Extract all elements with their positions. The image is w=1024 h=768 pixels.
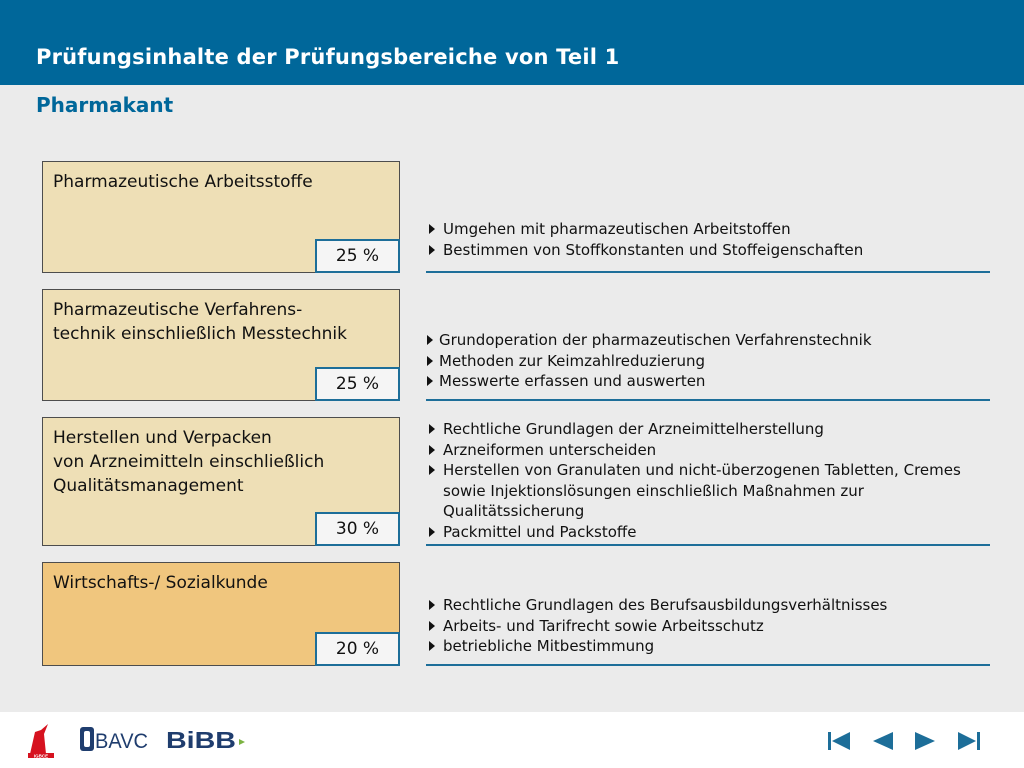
list-item: Rechtliche Grundlagen der Arzneimittelhe… <box>426 419 974 440</box>
list-item: Umgehen mit pharmazeutischen Arbeitstoff… <box>426 219 990 240</box>
bibb-logo-text: BiBB <box>166 727 236 752</box>
list-item: Arbeits- und Tarifrecht sowie Arbeitssch… <box>426 616 990 637</box>
exam-area-3: Herstellen und Verpacken von Arzneimitte… <box>42 417 400 546</box>
first-slide-icon[interactable] <box>828 731 850 751</box>
area-label: Wirtschafts-/ Sozialkunde <box>53 573 268 593</box>
igbce-logo-text: IGBCE <box>34 754 48 759</box>
exam-area-4: Wirtschafts-/ Sozialkunde 20 % <box>42 562 400 666</box>
list-item: Bestimmen von Stoffkonstanten und Stoffe… <box>426 240 990 261</box>
area-4-content-list: Rechtliche Grundlagen des Berufsausbildu… <box>426 595 990 657</box>
list-item: Packmittel und Packstoffe <box>426 522 974 543</box>
bavc-logo-icon: BAVC <box>80 727 148 752</box>
list-item: Herstellen von Granulaten und nicht-über… <box>426 460 974 522</box>
list-item: betriebliche Mitbestimmung <box>426 636 990 657</box>
weight-badge: 20 % <box>315 632 400 666</box>
list-item: Methoden zur Keimzahlreduzierung <box>426 351 990 372</box>
weight-badge: 25 % <box>315 239 400 273</box>
page-title: Prüfungsinhalte der Prüfungsbereiche von… <box>36 45 620 69</box>
area-label: Pharmazeutische Arbeitsstoffe <box>53 172 313 192</box>
list-item: Messwerte erfassen und auswerten <box>426 371 990 392</box>
list-item: Rechtliche Grundlagen des Berufsausbildu… <box>426 595 990 616</box>
footer-bar <box>0 712 1024 768</box>
area-label: Herstellen und Verpacken von Arzneimitte… <box>53 428 325 496</box>
area-3-content-list: Rechtliche Grundlagen der Arzneimittelhe… <box>426 419 974 542</box>
weight-badge: 25 % <box>315 367 400 401</box>
list-item: Grundoperation der pharmazeutischen Verf… <box>426 330 990 351</box>
exam-area-1: Pharmazeutische Arbeitsstoffe 25 % <box>42 161 400 273</box>
divider <box>426 399 990 401</box>
previous-slide-icon[interactable] <box>873 731 893 751</box>
list-item: Arzneiformen unterscheiden <box>426 440 974 461</box>
divider <box>426 271 990 273</box>
divider <box>426 544 990 546</box>
bibb-logo-icon: BiBB <box>166 727 245 752</box>
weight-badge: 30 % <box>315 512 400 546</box>
area-1-content-list: Umgehen mit pharmazeutischen Arbeitstoff… <box>426 219 990 260</box>
header-bar <box>0 0 1024 85</box>
igbce-logo-icon: IGBCE <box>28 724 54 759</box>
area-label: Pharmazeutische Verfahrens- technik eins… <box>53 300 347 344</box>
next-slide-icon[interactable] <box>915 731 935 751</box>
last-slide-icon[interactable] <box>958 731 980 751</box>
exam-area-2: Pharmazeutische Verfahrens- technik eins… <box>42 289 400 401</box>
bavc-logo-text: BAVC <box>95 730 148 752</box>
area-2-content-list: Grundoperation der pharmazeutischen Verf… <box>426 330 990 392</box>
page-subtitle: Pharmakant <box>36 93 174 117</box>
divider <box>426 664 990 666</box>
